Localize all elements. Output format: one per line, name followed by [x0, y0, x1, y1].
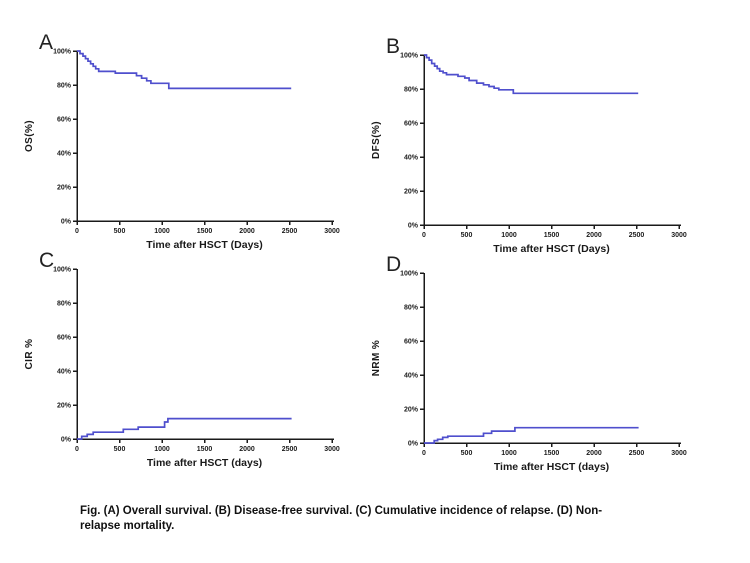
- figure-caption: Fig. (A) Overall survival. (B) Disease-f…: [80, 504, 690, 535]
- svg-text:0%: 0%: [408, 441, 419, 448]
- svg-text:60%: 60%: [57, 335, 72, 342]
- svg-text:20%: 20%: [404, 189, 419, 196]
- svg-text:0: 0: [75, 446, 79, 453]
- svg-text:OS(%): OS(%): [24, 120, 35, 152]
- panel-letter-b: B: [386, 35, 401, 58]
- svg-text:0: 0: [422, 450, 426, 457]
- svg-text:40%: 40%: [57, 369, 72, 376]
- svg-text:0%: 0%: [61, 437, 72, 444]
- svg-text:80%: 80%: [57, 83, 72, 90]
- svg-text:NRM %: NRM %: [371, 340, 382, 376]
- caption-line-1: Fig. (A) Overall survival. (B) Disease-f…: [80, 505, 603, 517]
- svg-text:0%: 0%: [408, 223, 419, 230]
- svg-text:1000: 1000: [501, 232, 517, 239]
- svg-text:3000: 3000: [671, 450, 687, 457]
- cumulative-incidence-relapse-chart: 0% 20% 40% 60% 80% 100% 0 500 1000 1500 2000 2500 30…: [24, 267, 340, 470]
- svg-text:1500: 1500: [544, 450, 560, 457]
- svg-text:1000: 1000: [154, 228, 170, 235]
- svg-text:100%: 100%: [400, 271, 419, 278]
- disease-free-survival-chart: 0% 20% 40% 60% 80% 100% 0 500 1000 1500 2000 2500 30…: [371, 53, 687, 256]
- svg-text:2000: 2000: [586, 232, 602, 239]
- svg-text:2000: 2000: [586, 450, 602, 457]
- svg-text:0: 0: [75, 228, 79, 235]
- svg-text:2500: 2500: [629, 450, 645, 457]
- svg-text:100%: 100%: [400, 53, 419, 60]
- svg-text:40%: 40%: [404, 155, 419, 162]
- non-relapse-mortality-chart: 0% 20% 40% 60% 80% 100% 0 500 1000 1500 2000 2500 30…: [371, 271, 687, 474]
- svg-text:2500: 2500: [629, 232, 645, 239]
- svg-text:80%: 80%: [404, 87, 419, 94]
- svg-text:100%: 100%: [53, 267, 72, 274]
- svg-text:500: 500: [114, 446, 126, 453]
- panel-letter-d: D: [386, 253, 402, 276]
- svg-text:1500: 1500: [544, 232, 560, 239]
- svg-text:0%: 0%: [61, 219, 72, 226]
- svg-text:1000: 1000: [501, 450, 517, 457]
- svg-text:CIR %: CIR %: [24, 339, 35, 370]
- svg-text:500: 500: [114, 228, 126, 235]
- svg-text:3000: 3000: [671, 232, 687, 239]
- panel-non-relapse-mortality: D 0% 20% 40% 60% 80% 100% 0 500 1000 1500 2000 2500…: [367, 252, 707, 474]
- panel-cumulative-incidence-relapse: C 0% 20% 40% 60% 80% 100% 0 500 1000 1500 2000 2500…: [20, 248, 360, 470]
- svg-text:40%: 40%: [404, 373, 419, 380]
- overall-survival-chart: 0% 20% 40% 60% 80% 100% 0 500 1000 1500 2000 2500 30…: [24, 49, 340, 252]
- svg-text:40%: 40%: [57, 151, 72, 158]
- panel-overall-survival: A 0% 20% 40% 60% 80% 100% 0 500 1000 1500 2000 2500…: [20, 30, 360, 252]
- svg-text:80%: 80%: [404, 305, 419, 312]
- svg-text:3000: 3000: [324, 228, 340, 235]
- panel-letter-c: C: [39, 249, 55, 272]
- svg-text:1500: 1500: [197, 446, 213, 453]
- panel-letter-a: A: [39, 31, 54, 54]
- svg-text:Time after HSCT (days): Time after HSCT (days): [147, 457, 262, 469]
- svg-text:Time after HSCT (Days): Time after HSCT (Days): [146, 239, 263, 251]
- panel-disease-free-survival: B 0% 20% 40% 60% 80% 100% 0 500 1000 1500 2000 2500…: [367, 34, 707, 256]
- svg-text:3000: 3000: [324, 446, 340, 453]
- svg-text:1500: 1500: [197, 228, 213, 235]
- svg-text:500: 500: [461, 450, 473, 457]
- svg-text:20%: 20%: [404, 407, 419, 414]
- svg-text:DFS(%): DFS(%): [371, 121, 382, 159]
- svg-text:60%: 60%: [57, 117, 72, 124]
- svg-text:Time after HSCT (Days): Time after HSCT (Days): [493, 243, 610, 255]
- caption-line-2: relapse mortality.: [80, 520, 175, 533]
- svg-text:2500: 2500: [282, 228, 298, 235]
- svg-text:2500: 2500: [282, 446, 298, 453]
- svg-text:20%: 20%: [57, 403, 72, 410]
- svg-text:100%: 100%: [53, 49, 72, 56]
- svg-text:1000: 1000: [154, 446, 170, 453]
- svg-text:500: 500: [461, 232, 473, 239]
- svg-text:2000: 2000: [239, 446, 255, 453]
- svg-text:60%: 60%: [404, 339, 419, 346]
- svg-text:20%: 20%: [57, 185, 72, 192]
- svg-text:2000: 2000: [239, 228, 255, 235]
- svg-text:80%: 80%: [57, 301, 72, 308]
- svg-text:Time after HSCT (days): Time after HSCT (days): [494, 461, 609, 473]
- svg-text:0: 0: [422, 232, 426, 239]
- svg-text:60%: 60%: [404, 121, 419, 128]
